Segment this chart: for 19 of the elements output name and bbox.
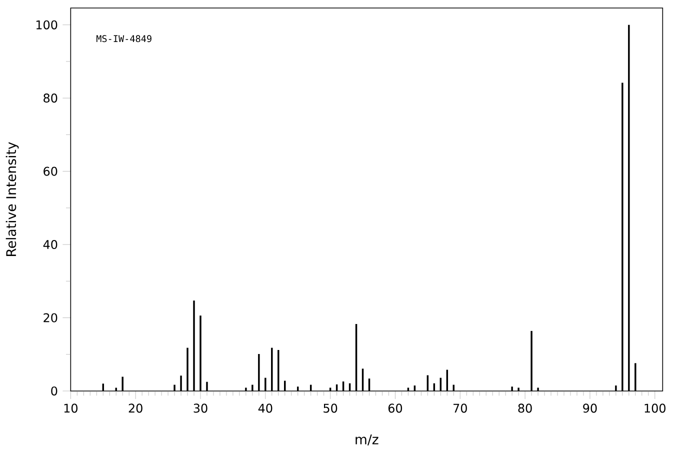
x-axis-title: m/z	[356, 434, 378, 446]
y-axis-title: Relative Intensity	[6, 142, 19, 256]
x-tick-label: 90	[583, 404, 597, 413]
x-tick-label: 10	[64, 404, 78, 413]
x-tick-label: 100	[644, 404, 666, 413]
y-tick-label: 40	[43, 240, 58, 250]
y-tick-label: 60	[44, 166, 58, 176]
x-tick-label: 80	[518, 404, 532, 413]
x-tick-label: 70	[454, 404, 467, 413]
y-tick-label: 100	[36, 20, 58, 30]
x-tick-label: 40	[258, 404, 272, 413]
annotation: MS-IW-4849	[96, 35, 152, 42]
x-tick-label: 50	[324, 404, 338, 413]
x-tick-label: 30	[194, 404, 208, 413]
y-tick-label: 80	[44, 94, 58, 103]
y-tick-label: 20	[44, 313, 58, 322]
x-tick-label: 60	[388, 404, 402, 413]
y-tick-label: 0	[51, 386, 58, 396]
x-tick-label: 20	[128, 404, 142, 413]
